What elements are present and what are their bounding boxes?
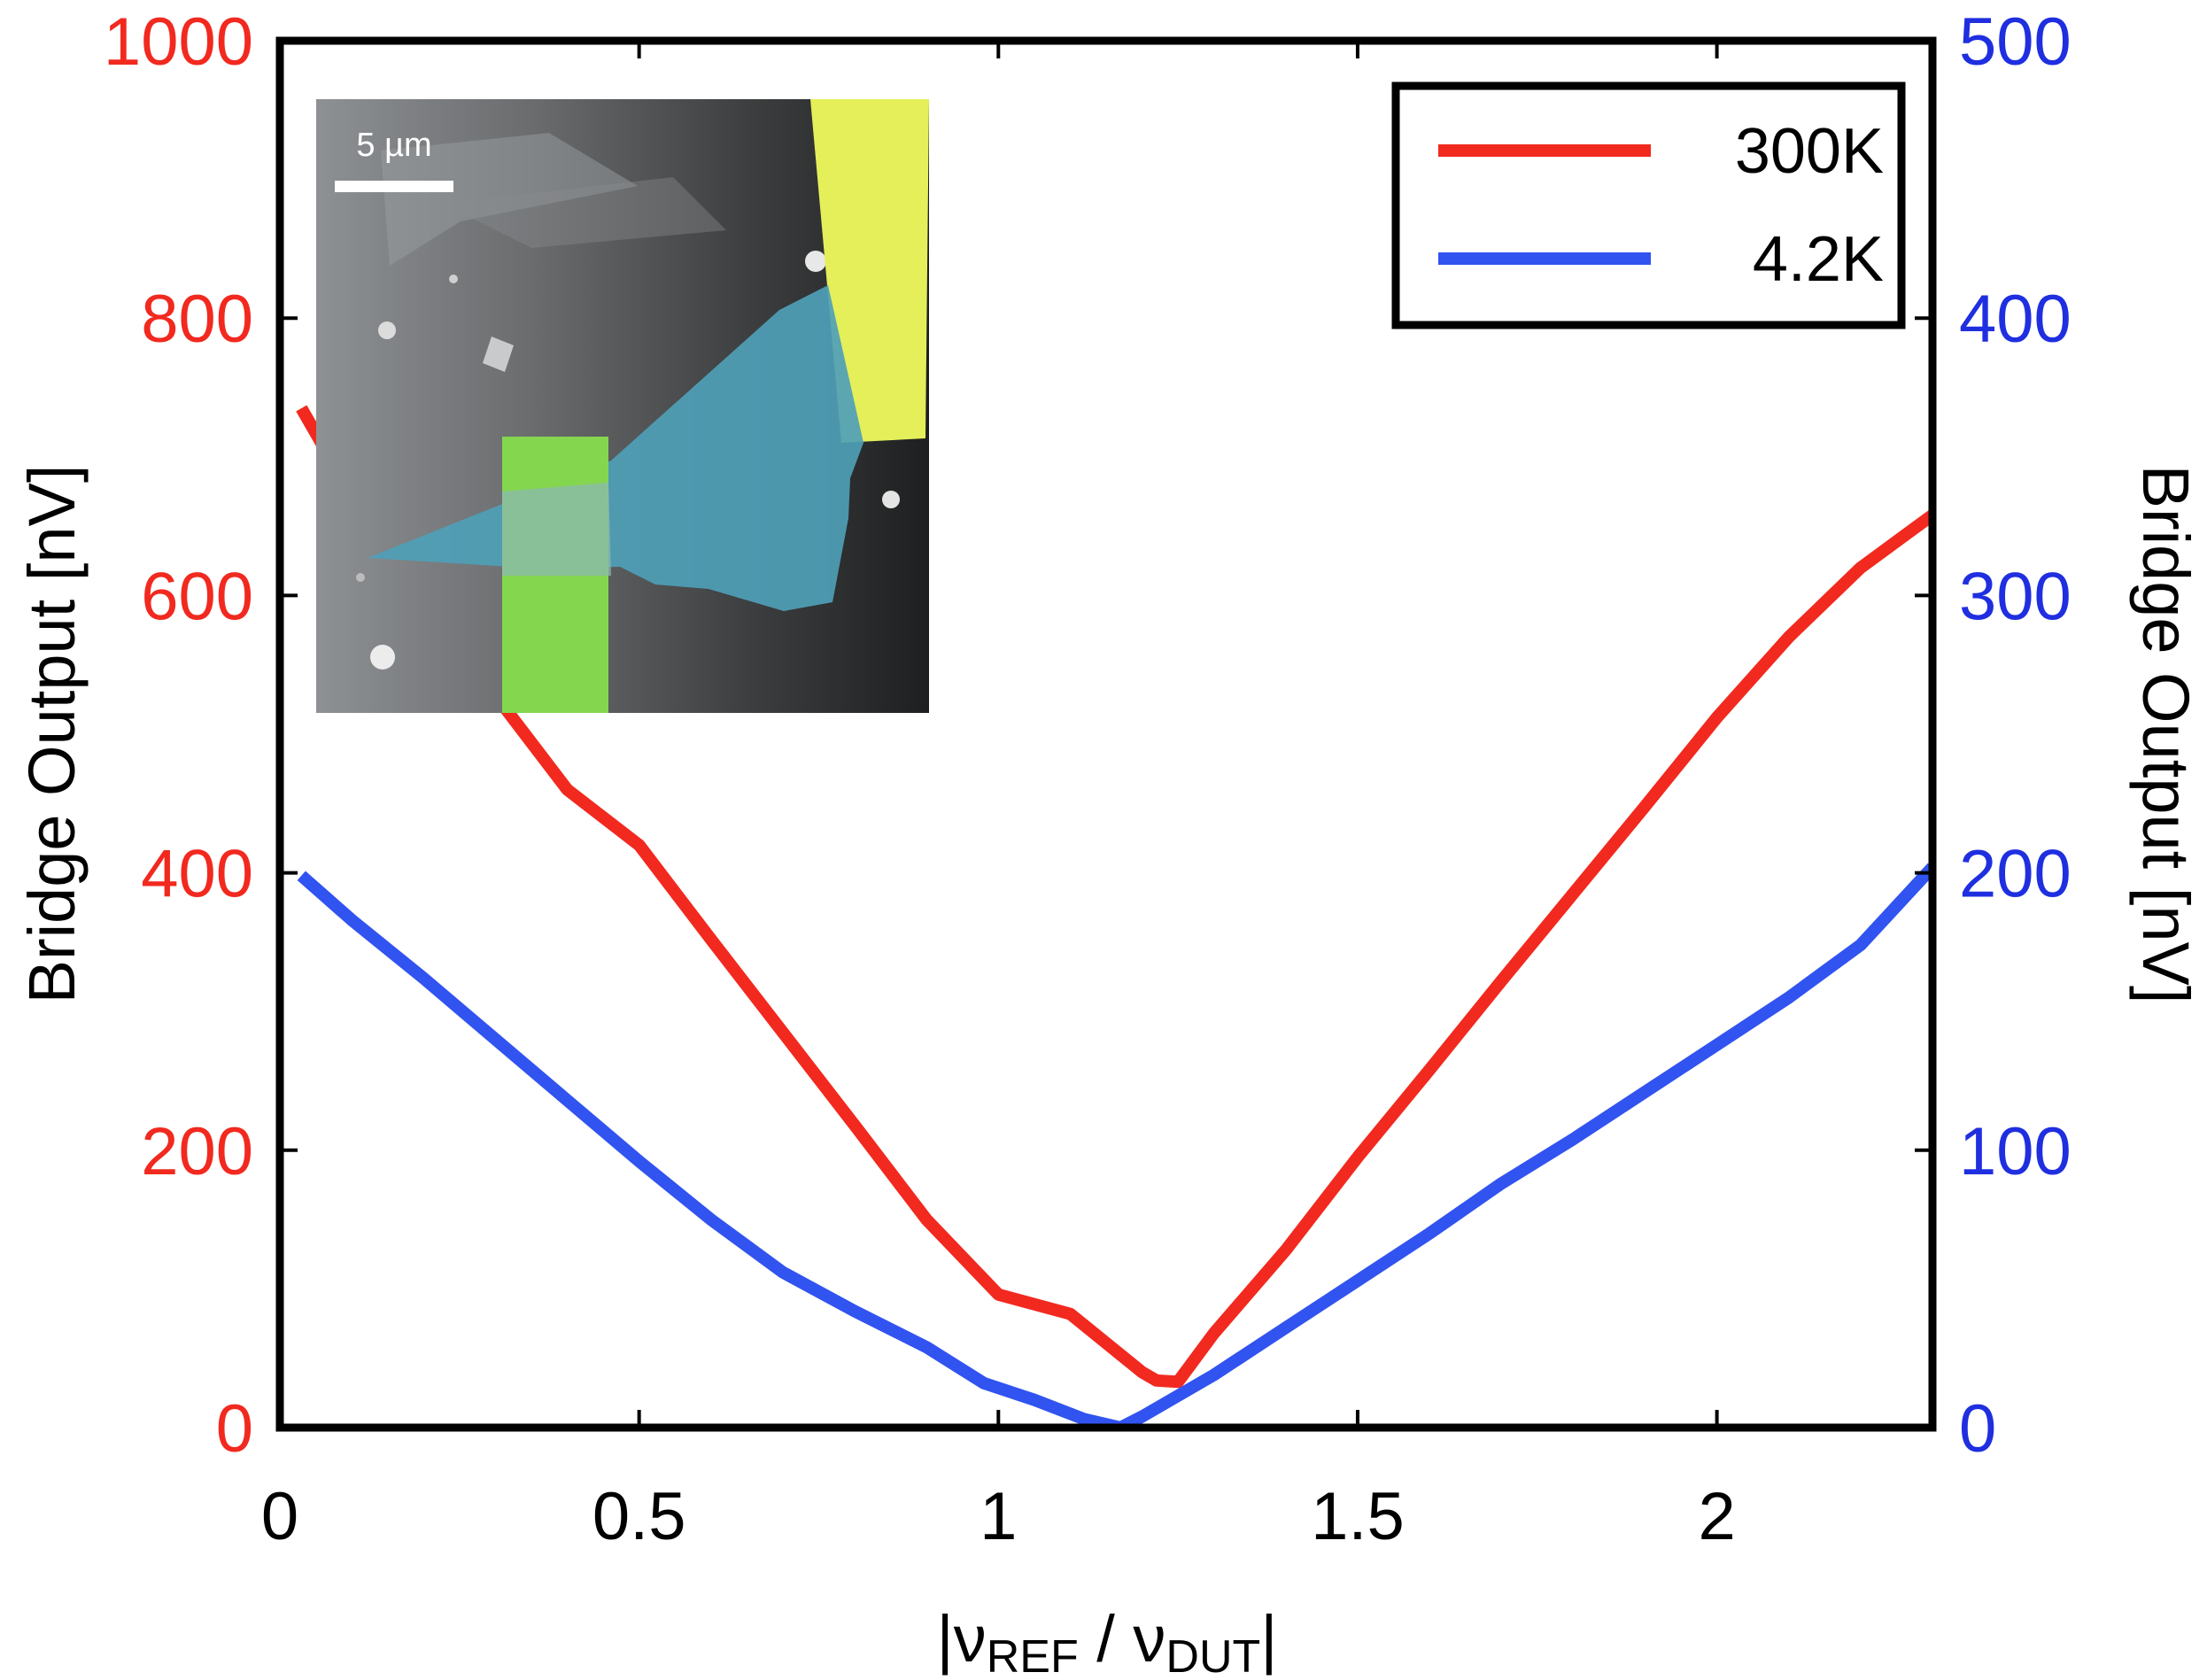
legend-box	[1391, 81, 1906, 329]
y-tick-label-left: 1000	[104, 4, 253, 80]
y-tick-label-right: 200	[1959, 837, 2071, 912]
scale-bar-label: 5 µm	[356, 127, 431, 164]
blue-flake	[368, 285, 863, 611]
x-axis-title: |νREF / νDUT|	[936, 1602, 1277, 1680]
series-line-4-2k	[297, 863, 1932, 1428]
y-tick-label-left: 800	[141, 282, 253, 357]
series-line-300k	[296, 405, 1932, 1389]
inset-micrograph: 5 µm	[316, 99, 929, 713]
legend-label-4k: 4.2K	[1753, 224, 1884, 295]
y-tick-label-right: 500	[1959, 4, 2071, 80]
y-axis-left-title: Bridge Output [nV]	[15, 465, 89, 1004]
y-tick-label-right: 100	[1959, 1114, 2071, 1189]
y-tick-label-left: 400	[141, 837, 253, 912]
x-tick-label: 1	[980, 1479, 1017, 1554]
y-tick-label-right: 0	[1959, 1391, 1996, 1467]
x-tick-label: 2	[1698, 1479, 1735, 1554]
legend: 300K 4.2K	[1391, 81, 1906, 329]
plot-frame	[275, 36, 1937, 1432]
y-tick-label-left: 0	[216, 1391, 253, 1467]
scale-bar	[335, 181, 453, 192]
x-tick-label: 0	[261, 1479, 298, 1554]
y-tick-label-left: 200	[141, 1114, 253, 1189]
y-axis-right-title: Bridge Output [nV]	[2129, 465, 2203, 1004]
y-tick-label-right: 400	[1959, 282, 2071, 357]
legend-label-300k: 300K	[1735, 116, 1884, 187]
x-tick-label: 1.5	[1311, 1479, 1405, 1554]
x-tick-label: 0.5	[592, 1479, 686, 1554]
y-tick-label-right: 300	[1959, 559, 2071, 634]
y-tick-label-left: 600	[141, 559, 253, 634]
